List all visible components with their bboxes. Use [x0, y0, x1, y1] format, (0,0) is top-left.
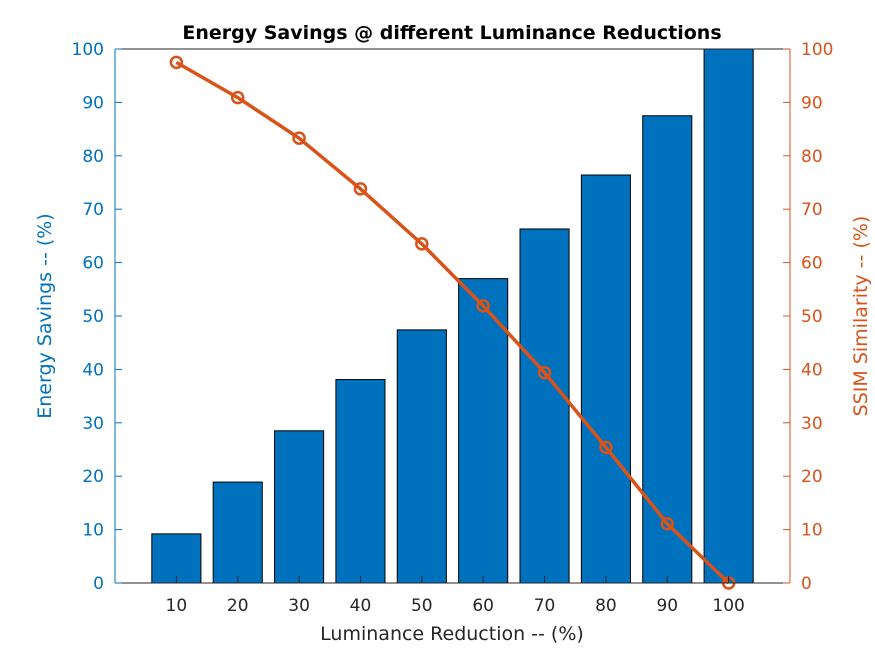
ssim-point-80 — [599, 440, 613, 455]
bar-30 — [274, 430, 325, 584]
bar-10 — [151, 533, 202, 584]
left-y-tick-label: 10 — [82, 521, 104, 541]
tick-labels: 0 0 10 10 20 20 30 30 40 40 50 50 60 60 70 70 80 80 90 90 10… — [72, 40, 834, 616]
right-y-tick-label: 100 — [801, 40, 833, 60]
x-tick-label: 60 — [472, 596, 494, 616]
right-y-tick-label: 50 — [801, 307, 823, 327]
left-y-tick-label: 0 — [93, 574, 104, 594]
x-tick-label: 100 — [712, 596, 744, 616]
left-y-tick-label: 20 — [82, 467, 104, 487]
ssim-point-30 — [292, 131, 306, 145]
right-y-tick-label: 90 — [801, 93, 823, 113]
bar-60 — [458, 278, 509, 584]
x-tick-label: 10 — [166, 596, 188, 616]
ssim-point-50 — [415, 237, 429, 251]
left-y-tick-label: 60 — [82, 254, 104, 274]
ssim-point-20 — [230, 90, 245, 105]
right-y-tick-label: 10 — [801, 521, 823, 541]
right-y-tick-label: 70 — [801, 200, 823, 220]
right-y-tick-label: 60 — [801, 254, 823, 274]
ssim-line — [175, 60, 730, 585]
left-y-axis-label: Energy Savings -- (%) — [34, 213, 56, 418]
right-y-tick-label: 20 — [801, 467, 823, 487]
x-tick-label: 30 — [288, 596, 310, 616]
ssim-point-10 — [169, 55, 184, 70]
bar-90 — [642, 115, 693, 584]
ssim-point-90 — [660, 516, 675, 531]
bar-50 — [396, 329, 447, 584]
left-y-tick-label: 90 — [82, 93, 104, 113]
bar-80 — [580, 174, 631, 584]
left-y-tick-label: 30 — [82, 414, 104, 434]
left-y-tick-label: 80 — [82, 147, 104, 167]
ssim-point-60 — [476, 299, 490, 313]
ssim-point-40 — [353, 182, 368, 196]
x-tick-label: 70 — [534, 596, 556, 616]
x-tick-label: 90 — [656, 596, 678, 616]
bar-70 — [519, 228, 570, 584]
x-axis-label: Luminance Reduction -- (%) — [320, 623, 584, 645]
x-tick-label: 40 — [350, 596, 372, 616]
axes — [114, 48, 791, 584]
bar-40 — [335, 379, 386, 584]
left-y-tick-label: 50 — [82, 307, 104, 327]
right-y-axis-label: SSIM Similarity -- (%) — [850, 216, 872, 417]
chart-title: Energy Savings @ different Luminance Red… — [182, 22, 721, 44]
bar-100 — [703, 48, 754, 584]
left-y-tick-label: 40 — [82, 360, 104, 380]
right-y-tick-label: 80 — [801, 147, 823, 167]
left-y-tick-label: 100 — [72, 40, 104, 60]
right-y-tick-label: 0 — [801, 574, 812, 594]
ssim-point-70 — [537, 365, 552, 380]
x-tick-label: 20 — [227, 596, 249, 616]
right-y-tick-label: 30 — [801, 414, 823, 434]
x-tick-label: 50 — [411, 596, 433, 616]
right-y-tick-label: 40 — [801, 360, 823, 380]
left-y-tick-label: 70 — [82, 200, 104, 220]
bar-20 — [212, 481, 263, 584]
x-tick-label: 80 — [595, 596, 617, 616]
bar-series — [151, 48, 754, 584]
